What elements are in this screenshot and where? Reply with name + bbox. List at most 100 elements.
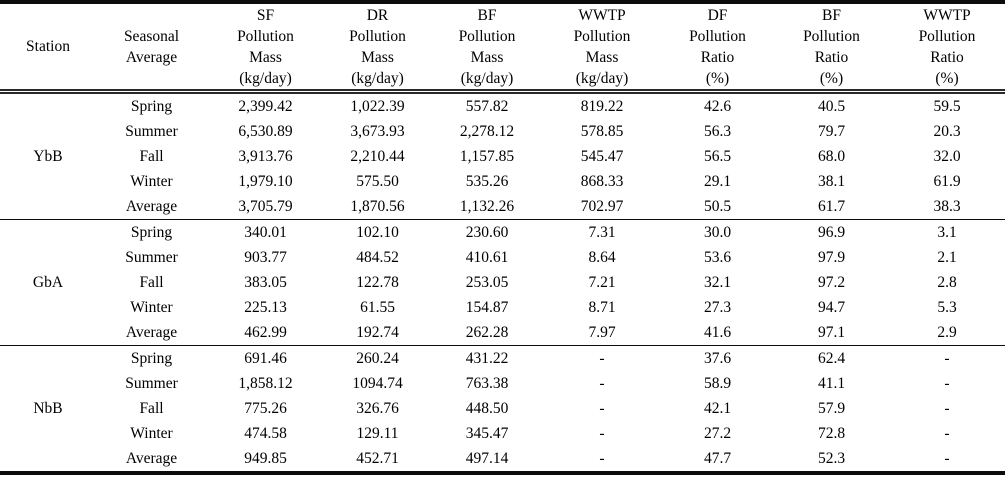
header-line: (%) <box>705 69 730 87</box>
season-cell: Fall <box>139 147 164 165</box>
season-cell: Spring <box>130 223 173 241</box>
data-cell: 448.50 <box>465 399 509 417</box>
data-cell: 56.3 <box>703 122 732 140</box>
data-cell: 3.1 <box>937 223 957 241</box>
data-cell: 545.47 <box>580 147 624 165</box>
header-line: SF <box>256 6 275 24</box>
station-cell: YbB <box>33 147 63 165</box>
header-line: Pollution <box>458 27 516 45</box>
header-line: (kg/day) <box>239 69 292 87</box>
data-cell: 40.5 <box>817 97 846 115</box>
data-cell: 192.74 <box>356 323 399 341</box>
season-cell: Winter <box>130 424 173 442</box>
header-line: Mass <box>585 48 619 66</box>
data-cell: 775.26 <box>244 399 287 417</box>
data-cell: 578.85 <box>580 122 624 140</box>
table-row: Winter 1,979.10 575.50 535.26 868.33 29.… <box>0 169 1005 194</box>
data-cell: 2.1 <box>937 248 957 266</box>
data-cell: 6,530.89 <box>238 122 293 140</box>
data-cell: 56.5 <box>703 147 732 165</box>
table-row: Summer 903.77 484.52 410.61 8.64 53.6 97… <box>0 245 1005 270</box>
header-line: (kg/day) <box>351 69 404 87</box>
data-cell: 59.5 <box>933 97 961 115</box>
season-cell: Average <box>125 323 178 341</box>
header-line: Seasonal <box>123 27 180 45</box>
header-line: Pollution <box>918 27 976 45</box>
data-cell: 2.8 <box>937 273 957 291</box>
header-line: Pollution <box>237 27 294 45</box>
pollution-table: Station Seasonal Average SF Pollution Ma… <box>0 0 1005 475</box>
data-cell: - <box>944 374 950 392</box>
data-cell: - <box>944 349 950 367</box>
data-cell: 79.7 <box>817 122 846 140</box>
data-cell: 383.05 <box>244 273 287 291</box>
header-line: Ratio <box>814 48 849 66</box>
data-cell: - <box>599 349 605 367</box>
data-cell: 38.3 <box>933 197 961 215</box>
data-cell: 1,979.10 <box>238 172 293 190</box>
station-cell: NbB <box>33 399 63 417</box>
data-cell: 535.26 <box>465 172 509 190</box>
season-cell: Spring <box>130 97 173 115</box>
header-line: (%) <box>935 69 959 87</box>
col-header-station: Station <box>0 2 96 94</box>
season-cell: Summer <box>125 374 178 392</box>
season-cell: Summer <box>125 248 178 266</box>
data-cell: 3,673.93 <box>350 122 405 140</box>
data-cell: - <box>944 399 950 417</box>
data-cell: 97.1 <box>817 323 846 341</box>
data-cell: 61.9 <box>933 172 961 190</box>
season-cell: Average <box>125 449 178 467</box>
data-cell: - <box>599 399 605 417</box>
header-row: Station Seasonal Average SF Pollution Ma… <box>0 2 1005 94</box>
table-row: Average 462.99 192.74 262.28 7.97 41.6 9… <box>0 320 1005 346</box>
col-header-wwtp-pollution-ratio: WWTP Pollution Ratio (%) <box>889 2 1005 94</box>
data-cell: 96.9 <box>817 223 846 241</box>
data-cell: 903.77 <box>244 248 287 266</box>
data-cell: 431.22 <box>465 349 509 367</box>
table-row: Summer 1,858.12 1094.74 763.38 - 58.9 41… <box>0 371 1005 396</box>
data-cell: 225.13 <box>244 298 287 316</box>
data-cell: 2.9 <box>937 323 957 341</box>
table-row: Summer 6,530.89 3,673.93 2,278.12 578.85… <box>0 119 1005 144</box>
header-line: Mass <box>361 48 394 66</box>
table-row: Winter 474.58 129.11 345.47 - 27.2 72.8 … <box>0 421 1005 446</box>
header-line: Average <box>125 48 178 66</box>
table-row: Average 3,705.79 1,870.56 1,132.26 702.9… <box>0 194 1005 220</box>
data-cell: 42.1 <box>703 399 732 417</box>
data-cell: 868.33 <box>580 172 624 190</box>
header-line: DF <box>707 6 728 24</box>
data-cell: 262.28 <box>465 323 509 341</box>
data-cell: - <box>599 424 605 442</box>
table-row: YbB Spring 2,399.42 1,022.39 557.82 819.… <box>0 92 1005 165</box>
data-cell: 7.31 <box>588 223 616 241</box>
data-cell: 1,132.26 <box>459 197 515 215</box>
data-cell: 37.6 <box>703 349 732 367</box>
data-cell: 32.0 <box>933 147 961 165</box>
data-cell: 38.1 <box>817 172 846 190</box>
data-cell: 345.47 <box>465 424 509 442</box>
data-cell: 575.50 <box>356 172 399 190</box>
table-header: Station Seasonal Average SF Pollution Ma… <box>0 2 1005 94</box>
data-cell: 97.9 <box>817 248 846 266</box>
data-cell: 61.7 <box>817 197 846 215</box>
data-cell: 260.24 <box>356 349 399 367</box>
data-cell: - <box>944 449 950 467</box>
data-cell: 8.64 <box>588 248 616 266</box>
data-cell: 27.2 <box>703 424 732 442</box>
data-cell: 41.1 <box>817 374 846 392</box>
season-cell: Fall <box>139 399 164 417</box>
header-line: Pollution <box>349 27 406 45</box>
data-cell: - <box>599 374 605 392</box>
col-header-df-pollution-ratio: DF Pollution Ratio (%) <box>661 2 774 94</box>
header-line: BF <box>477 6 497 24</box>
data-cell: 47.7 <box>703 449 732 467</box>
table-row: NbB Spring 691.46 260.24 431.22 - 37.6 6… <box>0 346 1005 417</box>
header-line: (kg/day) <box>460 69 514 87</box>
data-cell: 253.05 <box>465 273 509 291</box>
data-cell: 497.14 <box>465 449 509 467</box>
col-header-seasonal-average: Seasonal Average <box>96 2 207 94</box>
data-cell: 68.0 <box>817 147 846 165</box>
station-group-nbb: NbB Spring 691.46 260.24 431.22 - 37.6 6… <box>0 345 1005 474</box>
table-row: Winter 225.13 61.55 154.87 8.71 27.3 94.… <box>0 295 1005 320</box>
